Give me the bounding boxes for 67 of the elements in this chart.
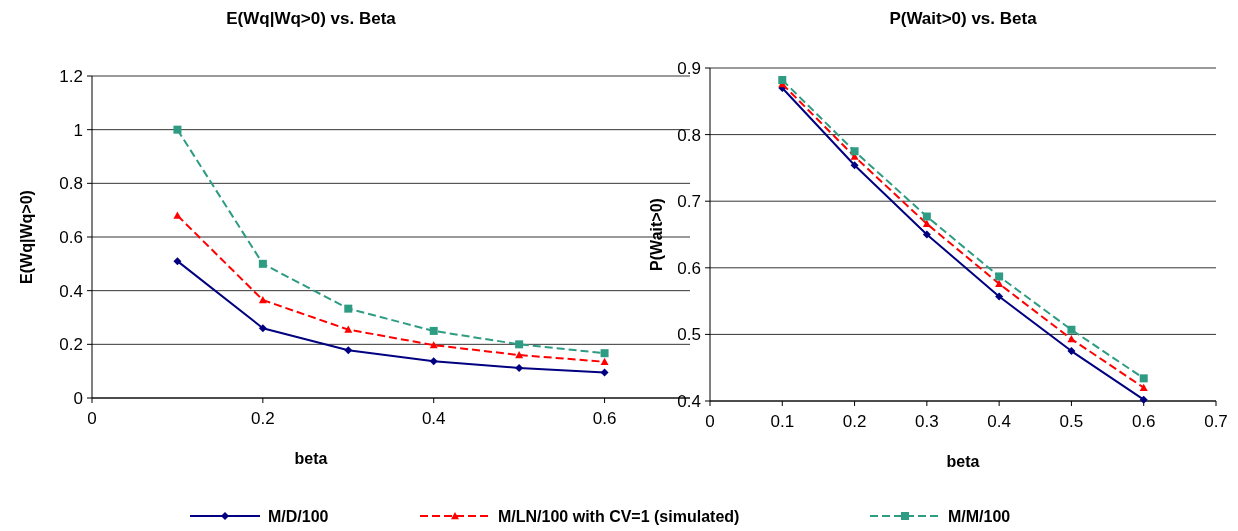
x-tick-label: 0.4 <box>987 412 1011 431</box>
x-tick-label: 0.2 <box>251 409 275 428</box>
y-axis-title: E(Wq|Wq>0) <box>18 190 35 284</box>
point <box>1139 383 1148 391</box>
y-tick-label: 0.2 <box>59 335 83 355</box>
point <box>600 357 609 365</box>
x-axis-title: beta <box>294 450 328 467</box>
y-tick-label: 0.6 <box>59 227 83 247</box>
point <box>258 324 267 333</box>
point <box>344 304 353 313</box>
x-axis-title: beta <box>946 453 980 470</box>
y-tick-label: 0 <box>73 388 83 408</box>
point <box>600 349 609 358</box>
chart-title: P(Wait>0) vs. Beta <box>889 9 1038 28</box>
x-tick-label: 0.2 <box>842 412 867 431</box>
x-tick-label: 0.6 <box>1131 412 1156 431</box>
y-tick-label: 0.7 <box>677 192 701 212</box>
y-tick-label: 0.5 <box>677 325 701 345</box>
point <box>1067 335 1076 343</box>
x-tick-label: 0 <box>87 409 97 428</box>
y-axis-title: P(Wait>0) <box>648 198 665 271</box>
x-tick-label: 0.5 <box>1059 412 1084 431</box>
y-tick-label: 0.4 <box>677 391 701 411</box>
y-tick-label: 0.8 <box>59 174 83 194</box>
point <box>1067 325 1076 334</box>
legend-label: M/D/100 <box>268 507 329 525</box>
point <box>344 346 353 355</box>
point <box>344 325 353 333</box>
point <box>515 351 524 359</box>
point <box>515 340 524 349</box>
point <box>995 292 1004 301</box>
x-tick-label: 0.7 <box>1204 412 1228 431</box>
point <box>1139 395 1148 404</box>
y-tick-label: 0.8 <box>677 125 701 145</box>
point <box>922 212 931 221</box>
point <box>429 357 438 366</box>
y-tick-label: 0.4 <box>59 281 83 301</box>
point <box>600 368 609 377</box>
y-tick-label: 0.9 <box>677 58 701 78</box>
point <box>173 125 182 134</box>
y-tick-label: 0.6 <box>677 258 701 278</box>
x-tick-label: 0 <box>705 412 715 431</box>
point <box>778 75 787 84</box>
x-tick-label: 0.4 <box>421 409 446 428</box>
point <box>429 326 438 335</box>
x-tick-label: 0.6 <box>592 409 617 428</box>
point <box>258 259 267 268</box>
y-tick-label: 1.2 <box>59 66 83 86</box>
legend-label: M/LN/100 with CV=1 (simulated) <box>498 507 740 525</box>
point <box>429 341 438 349</box>
x-tick-label: 0.3 <box>915 412 939 431</box>
legend-label: M/M/100 <box>948 507 1011 525</box>
point <box>922 230 931 239</box>
point <box>173 257 182 266</box>
point <box>995 272 1004 281</box>
point <box>850 161 859 170</box>
point <box>995 279 1004 287</box>
point <box>173 211 182 219</box>
point <box>1067 347 1076 356</box>
point <box>850 147 859 156</box>
point <box>1139 374 1148 383</box>
x-tick-label: 0.1 <box>770 412 795 431</box>
point <box>515 363 524 372</box>
point <box>258 296 267 304</box>
point <box>922 219 931 228</box>
y-tick-label: 1 <box>73 120 83 140</box>
chart-title: E(Wq|Wq>0) vs. Beta <box>226 9 397 28</box>
